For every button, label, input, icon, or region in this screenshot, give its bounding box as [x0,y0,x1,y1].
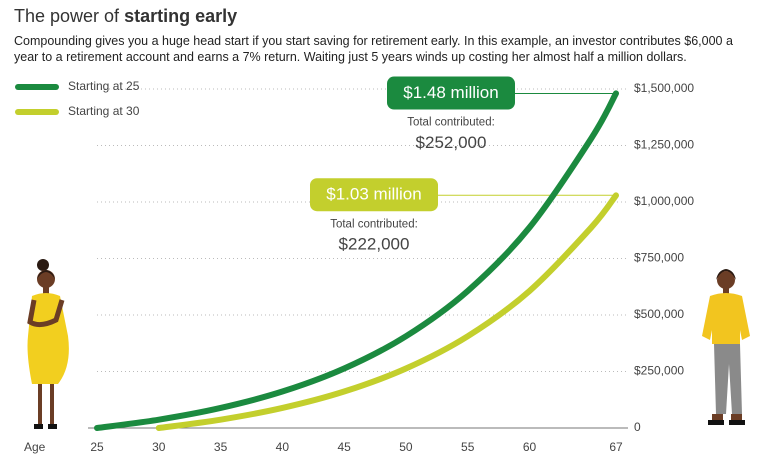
x-tick-label: 45 [337,440,351,454]
annotation-label: $1.03 million [326,185,421,204]
y-tick-label: $500,000 [634,307,684,321]
y-tick-label: $250,000 [634,364,684,378]
title: The power of starting early [14,6,744,27]
figure-left [27,259,69,429]
title-text: The power of [14,6,120,26]
x-tick-label: 55 [461,440,475,454]
y-tick-label: $1,250,000 [634,138,694,152]
annotation-box [387,76,515,110]
x-tick-label: 25 [90,440,104,454]
x-tick-label: 35 [214,440,228,454]
y-tick-label: $750,000 [634,251,684,265]
legend-label: Starting at 30 [68,104,140,118]
figure-right [702,269,750,425]
x-tick-label: 30 [152,440,166,454]
header: The power of starting early Compounding … [14,6,744,65]
y-tick-label: 0 [634,420,641,434]
legend-label: Starting at 25 [68,79,140,93]
y-tick-label: $1,500,000 [634,81,694,95]
x-axis-label: Age [24,440,46,454]
y-tick-label: $1,000,000 [634,194,694,208]
x-tick-label: 50 [399,440,413,454]
series-line [155,192,619,431]
annotation-total: $222,000 [339,235,410,254]
annotation-box [310,178,438,212]
title-bold: starting early [124,6,238,26]
x-tick-label: 60 [523,440,537,454]
x-tick-label: 67 [609,440,623,454]
subtitle: Compounding gives you a huge head start … [14,34,733,64]
annotation-note: Total contributed: [407,117,495,129]
annotation-note: Total contributed: [330,218,418,230]
series-line [94,90,619,431]
annotation-label: $1.48 million [403,83,498,102]
annotation-total: $252,000 [416,133,487,152]
x-tick-label: 40 [276,440,290,454]
